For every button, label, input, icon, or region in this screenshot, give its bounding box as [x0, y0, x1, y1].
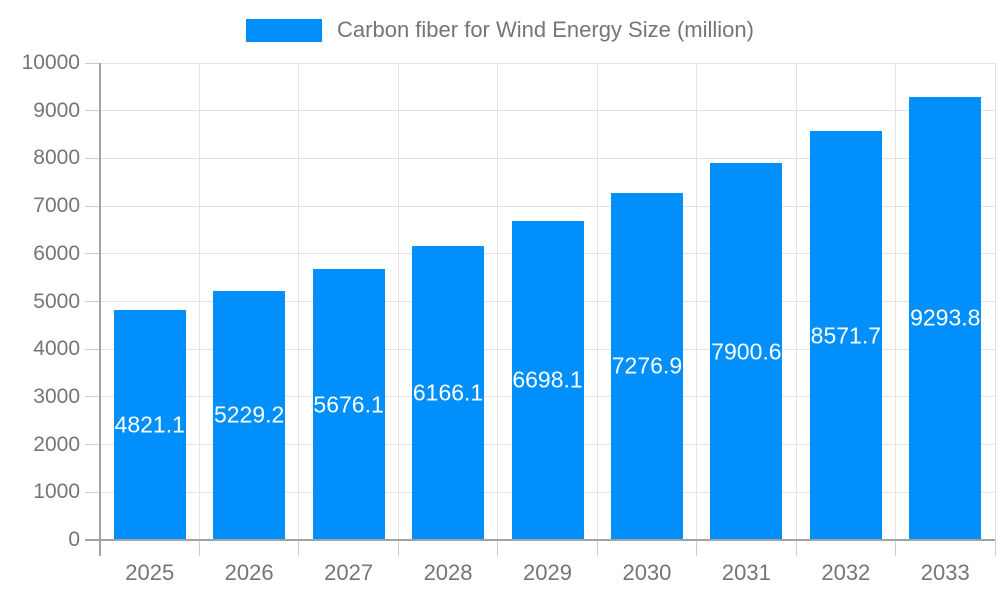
bar [511, 220, 584, 540]
gridline-vertical [298, 63, 300, 540]
x-axis-label: 2028 [423, 560, 473, 585]
bar-value-label: 4821.1 [114, 411, 185, 438]
gridline-vertical [895, 63, 897, 540]
y-tick [85, 396, 100, 398]
gridline-vertical [397, 63, 399, 540]
x-tick [298, 540, 300, 556]
y-axis-label: 8000 [33, 146, 80, 170]
x-tick [696, 540, 698, 556]
x-axis-label: 2030 [622, 560, 672, 585]
x-axis-label: 2031 [721, 560, 771, 585]
x-axis-label: 2026 [224, 560, 274, 585]
gridline-horizontal [100, 157, 995, 159]
bar [312, 269, 385, 540]
gridline-horizontal [100, 62, 995, 64]
x-axis-label: 2025 [125, 560, 175, 585]
bar-value-label: 6698.1 [512, 366, 583, 393]
gridline-vertical [696, 63, 698, 540]
legend-label: Carbon fiber for Wind Energy Size (milli… [337, 17, 754, 42]
y-axis-label: 10000 [21, 51, 80, 74]
bar [610, 192, 683, 540]
y-tick [85, 205, 100, 207]
x-tick [994, 540, 996, 556]
bar [113, 310, 186, 540]
y-tick [85, 110, 100, 112]
bar-value-label: 6166.1 [412, 379, 484, 406]
bar [710, 163, 783, 540]
y-axis-label: 2000 [33, 432, 80, 456]
y-axis-label: 0 [68, 528, 80, 551]
x-tick [895, 540, 897, 556]
bar [213, 290, 286, 540]
bar [809, 131, 882, 540]
y-tick [85, 301, 100, 302]
x-axis-label: 2029 [523, 560, 572, 585]
gridline-horizontal [100, 110, 995, 112]
gridline-vertical [994, 63, 996, 540]
x-tick [497, 540, 499, 556]
bar-value-label: 5229.2 [213, 401, 285, 428]
x-axis-label: 2033 [920, 560, 970, 585]
y-tick [85, 253, 100, 255]
y-axis-label: 4000 [33, 337, 80, 361]
bar-value-label: 7900.6 [711, 338, 782, 365]
gridline-vertical [497, 63, 499, 540]
y-axis-label: 9000 [33, 98, 80, 122]
y-tick [85, 348, 100, 350]
x-axis-line [85, 539, 995, 541]
x-tick [397, 540, 399, 556]
gridline-vertical [198, 63, 200, 540]
gridline-vertical [795, 63, 797, 540]
x-tick [795, 540, 797, 556]
legend: Carbon fiber for Wind Energy Size (milli… [0, 17, 1000, 43]
x-tick [198, 540, 200, 556]
y-axis-label: 7000 [33, 194, 80, 218]
bar-value-label: 7276.9 [611, 352, 683, 379]
x-axis-label: 2032 [821, 560, 871, 585]
gridline-vertical [596, 63, 598, 540]
x-axis-label: 2027 [324, 560, 374, 585]
bar-value-label: 9293.8 [910, 304, 981, 331]
y-axis-label: 3000 [33, 384, 80, 408]
x-tick [596, 540, 598, 556]
legend-swatch [246, 18, 323, 42]
bar-value-label: 8571.7 [810, 322, 882, 349]
gridline-horizontal [100, 205, 995, 207]
y-tick [85, 444, 100, 446]
bar [412, 245, 485, 540]
y-axis-label: 1000 [33, 480, 80, 504]
y-axis-label: 6000 [33, 241, 80, 265]
y-tick [85, 157, 100, 159]
y-tick [85, 62, 100, 64]
y-tick [85, 491, 100, 493]
y-axis-line [98, 63, 101, 556]
bar [909, 96, 982, 540]
y-axis-label: 5000 [33, 289, 80, 313]
bar-value-label: 5676.1 [313, 391, 384, 418]
